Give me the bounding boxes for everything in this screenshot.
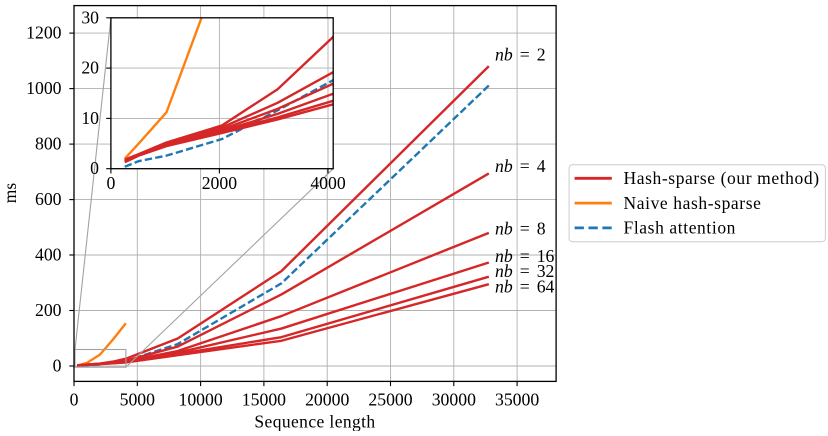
svg-text:Hash-sparse (our method): Hash-sparse (our method) bbox=[624, 168, 820, 188]
svg-text:30000: 30000 bbox=[432, 390, 476, 410]
svg-text:0: 0 bbox=[70, 390, 79, 410]
svg-text:20: 20 bbox=[81, 58, 99, 78]
svg-text:nb = 8: nb = 8 bbox=[495, 218, 546, 238]
svg-text:30: 30 bbox=[81, 7, 99, 27]
svg-text:nb = 16: nb = 16 bbox=[495, 246, 555, 266]
svg-text:2000: 2000 bbox=[202, 173, 238, 193]
svg-text:35000: 35000 bbox=[495, 390, 539, 410]
svg-text:0: 0 bbox=[106, 173, 115, 193]
svg-text:nb = 32: nb = 32 bbox=[495, 261, 554, 281]
svg-text:1200: 1200 bbox=[26, 23, 62, 43]
svg-text:5000: 5000 bbox=[120, 390, 156, 410]
svg-text:nb = 2: nb = 2 bbox=[495, 44, 546, 64]
svg-text:1000: 1000 bbox=[26, 78, 62, 98]
svg-text:800: 800 bbox=[35, 134, 62, 154]
svg-text:200: 200 bbox=[35, 300, 62, 320]
svg-text:ms: ms bbox=[0, 183, 20, 204]
svg-text:0: 0 bbox=[90, 158, 99, 178]
svg-text:20000: 20000 bbox=[305, 390, 349, 410]
svg-text:4000: 4000 bbox=[310, 173, 346, 193]
svg-text:600: 600 bbox=[35, 189, 62, 209]
svg-text:nb = 4: nb = 4 bbox=[495, 156, 546, 176]
svg-text:10: 10 bbox=[81, 108, 99, 128]
svg-text:Flash attention: Flash attention bbox=[624, 218, 737, 238]
svg-text:15000: 15000 bbox=[242, 390, 286, 410]
svg-text:400: 400 bbox=[35, 245, 62, 265]
svg-text:10000: 10000 bbox=[178, 390, 222, 410]
svg-text:Sequence length: Sequence length bbox=[254, 412, 375, 432]
svg-text:0: 0 bbox=[53, 356, 62, 376]
svg-text:Naive hash-sparse: Naive hash-sparse bbox=[624, 193, 762, 213]
svg-text:nb = 64: nb = 64 bbox=[495, 276, 555, 296]
svg-text:25000: 25000 bbox=[368, 390, 412, 410]
